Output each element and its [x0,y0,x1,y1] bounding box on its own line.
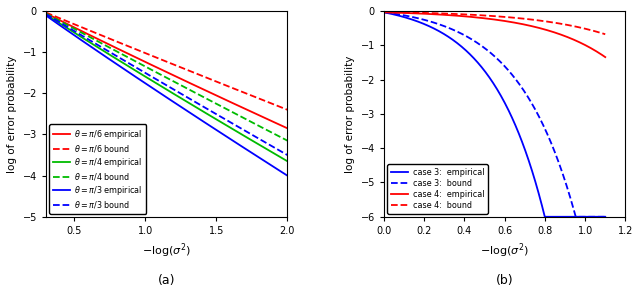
Legend: case 3:  empirical, case 3:  bound, case 4:  empirical, case 4:  bound: case 3: empirical, case 3: bound, case 4… [387,164,488,214]
Y-axis label: log of error probability: log of error probability [345,55,355,172]
X-axis label: $-\log(\sigma^2)$: $-\log(\sigma^2)$ [480,241,529,260]
X-axis label: $-\log(\sigma^2)$: $-\log(\sigma^2)$ [142,241,191,260]
Text: (b): (b) [496,274,513,287]
Y-axis label: log of error probability: log of error probability [7,55,17,172]
Text: (a): (a) [158,274,175,287]
Legend: $\theta = \pi/6$ empirical, $\theta = \pi/6$ bound, $\theta = \pi/4$ empirical, : $\theta = \pi/6$ empirical, $\theta = \p… [49,124,147,214]
